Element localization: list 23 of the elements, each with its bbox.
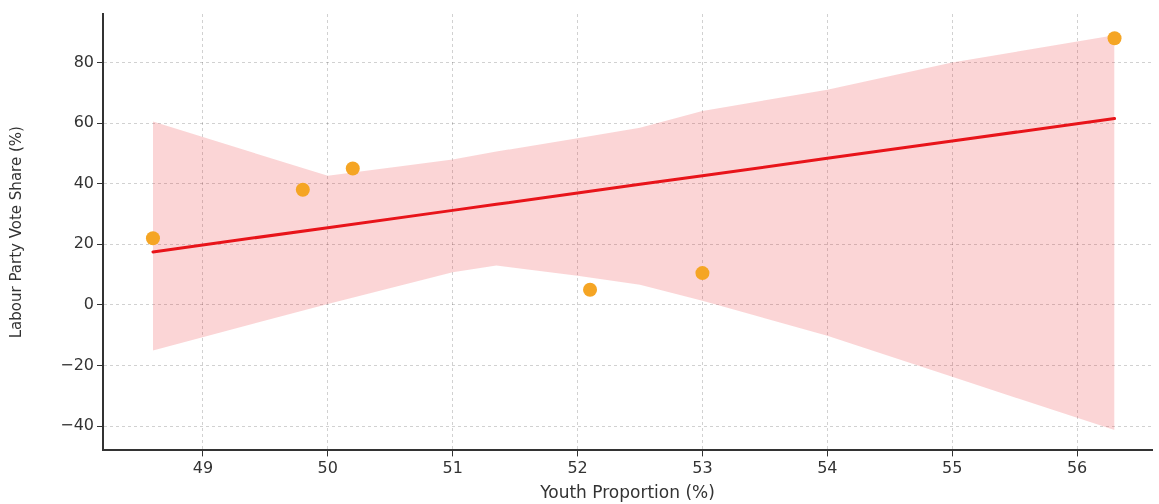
point	[1107, 31, 1122, 46]
x-tick-label: 54	[817, 458, 838, 478]
point	[345, 161, 360, 176]
x-axis-title: Youth Proportion (%)	[539, 482, 715, 503]
y-tick-label: −40	[60, 415, 94, 435]
point	[295, 182, 310, 197]
y-tick-label: −20	[60, 354, 94, 374]
y-tick-label: 60	[73, 112, 94, 132]
point	[583, 282, 598, 297]
x-tick-label: 50	[317, 458, 338, 478]
x-tick-label: 56	[1066, 458, 1088, 478]
y-tick-label: 80	[73, 51, 94, 71]
x-tick-label: 51	[442, 458, 463, 478]
y-tick-label: 0	[83, 294, 94, 314]
x-tick-label: 55	[942, 458, 963, 478]
point	[695, 266, 710, 281]
y-axis-title: Labour Party Vote Share (%)	[6, 126, 25, 339]
point	[145, 231, 160, 246]
x-tick-label: 53	[692, 458, 713, 478]
x-tick-label: 49	[192, 458, 214, 478]
x-tick-label: 52	[567, 458, 588, 478]
y-tick-label: 40	[73, 172, 94, 192]
y-tick-label: 20	[73, 233, 94, 253]
